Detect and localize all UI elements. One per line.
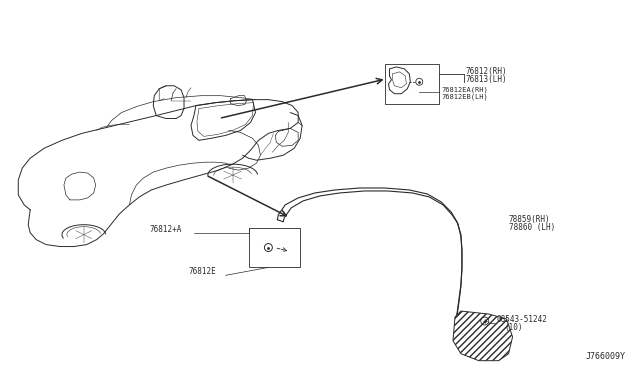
Text: 76812EB(LH): 76812EB(LH) <box>441 93 488 100</box>
Text: 08543-51242: 08543-51242 <box>497 315 548 324</box>
Text: 76812E: 76812E <box>189 267 217 276</box>
Text: 76813(LH): 76813(LH) <box>466 75 508 84</box>
Text: J766009Y: J766009Y <box>586 352 626 361</box>
Text: 78860 (LH): 78860 (LH) <box>509 223 555 232</box>
Text: 76812(RH): 76812(RH) <box>466 67 508 76</box>
Text: 78859(RH): 78859(RH) <box>509 215 550 224</box>
Bar <box>385 64 439 104</box>
Text: (10): (10) <box>504 323 523 332</box>
Text: 76812+A: 76812+A <box>149 225 182 234</box>
Text: 76812EA(RH): 76812EA(RH) <box>441 86 488 93</box>
Bar <box>248 228 300 267</box>
Polygon shape <box>453 311 513 361</box>
